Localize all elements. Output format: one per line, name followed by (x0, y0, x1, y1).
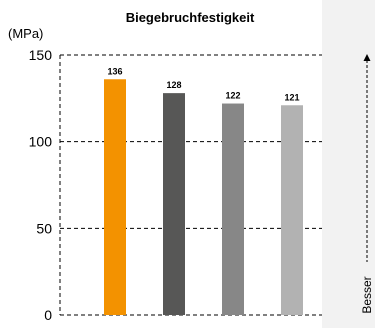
bar (222, 103, 244, 316)
y-tick-label: 0 (44, 307, 52, 323)
grid (59, 54, 322, 316)
data-label: 128 (166, 80, 181, 90)
arrow-up-icon (363, 54, 371, 61)
bar (104, 79, 126, 316)
data-label: 121 (284, 92, 299, 102)
chart-title: Biegebruchfestigkeit (126, 10, 255, 25)
y-tick-label: 100 (29, 134, 53, 150)
y-tick-label: 50 (36, 220, 52, 236)
y-unit-label: (MPa) (8, 26, 43, 41)
bar (163, 93, 185, 315)
better-label: Besser (360, 276, 374, 313)
data-label: 136 (107, 66, 122, 76)
better-indicator: Besser (360, 54, 374, 314)
y-axis-ticks: 0 50 100 150 (29, 47, 53, 323)
data-label: 122 (225, 91, 240, 101)
data-labels: 136 128 122 121 (107, 66, 299, 102)
bars (104, 79, 303, 316)
side-panel (322, 0, 375, 328)
y-tick-label: 150 (29, 47, 53, 63)
bar (281, 105, 303, 316)
